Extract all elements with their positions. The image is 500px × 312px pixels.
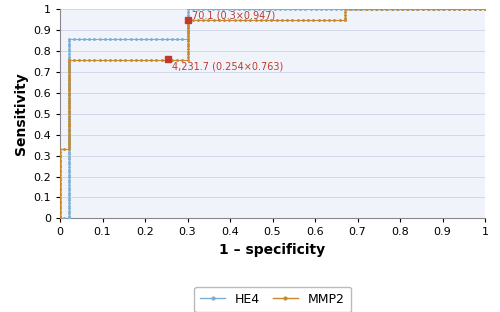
Legend: HE4, MMP2: HE4, MMP2 bbox=[194, 287, 351, 312]
Text: 70.1 (0.3×0.947): 70.1 (0.3×0.947) bbox=[192, 10, 275, 20]
Y-axis label: Sensitivity: Sensitivity bbox=[14, 72, 28, 155]
X-axis label: 1 – specificity: 1 – specificity bbox=[220, 243, 326, 257]
Text: 4,231.7 (0.254×0.763): 4,231.7 (0.254×0.763) bbox=[172, 61, 284, 71]
